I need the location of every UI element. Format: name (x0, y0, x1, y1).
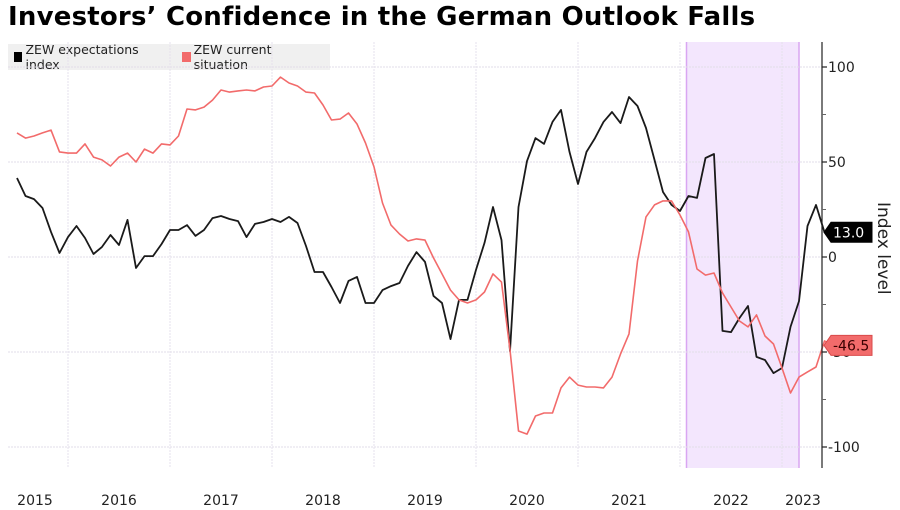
y-tick-label: -100 (828, 440, 860, 456)
series-line-expectations (16, 96, 826, 375)
x-tick-label-2021: 2021 (611, 493, 647, 509)
x-tick-label-2015: 2015 (17, 493, 53, 509)
y-tick-label: 0 (828, 250, 837, 266)
legend-swatch-expectations (14, 52, 23, 62)
legend-label-expectations: ZEW expectations index (25, 42, 139, 72)
x-tick-label-2022: 2022 (713, 493, 749, 509)
x-tick-label-2018: 2018 (305, 493, 341, 509)
shaded-region (686, 42, 799, 468)
series-line-current-situation (16, 76, 834, 435)
x-tick-label-2023: 2023 (785, 493, 821, 509)
x-tick-label-2020: 2020 (509, 493, 545, 509)
legend-item-expectations: ZEW expectations index (14, 42, 168, 72)
legend-item-current: ZEW current situation (182, 42, 322, 72)
legend: ZEW expectations index ZEW current situa… (8, 42, 330, 72)
current-last-value-badge-text: -46.5 (833, 338, 869, 354)
legend-label-current: ZEW current situation (193, 42, 272, 72)
expectations-last-value-badge-text: 13.0 (833, 225, 864, 241)
x-tick-label-2016: 2016 (101, 493, 137, 509)
current-last-value-badge (823, 334, 873, 356)
expectations-last-value-badge (823, 221, 873, 243)
x-tick-label-2019: 2019 (407, 493, 443, 509)
x-tick-label-2017: 2017 (203, 493, 239, 509)
legend-swatch-current (182, 52, 191, 62)
y-axis-title: Index level (873, 202, 893, 295)
y-tick-label: 50 (828, 155, 846, 171)
chart-title: Investors’ Confidence in the German Outl… (8, 2, 756, 32)
y-tick-label: 100 (828, 60, 855, 76)
